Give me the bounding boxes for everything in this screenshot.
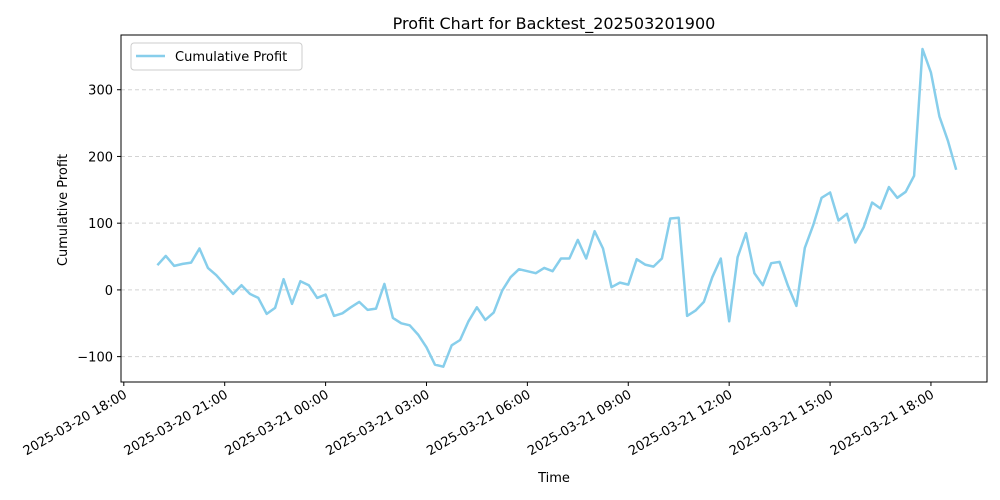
legend-box (130, 42, 303, 71)
x-tick-label: 2025-03-21 03:00 (324, 387, 433, 459)
x-tick-label: 2025-03-20 21:00 (122, 387, 231, 459)
y-tick-label: 200 (88, 150, 113, 165)
y-tick-label: 100 (88, 217, 113, 232)
x-tick-label: 2025-03-20 18:00 (21, 387, 130, 459)
x-tick-label: 2025-03-21 12:00 (626, 387, 735, 459)
x-tick-label: 2025-03-21 06:00 (424, 387, 533, 459)
x-tick-label: 2025-03-21 15:00 (727, 387, 836, 459)
y-axis-label: Cumulative Profit (56, 154, 71, 266)
x-axis-label: Time (537, 471, 570, 486)
plot-frame (120, 34, 988, 383)
y-tick-label: 0 (105, 284, 113, 299)
gridlines (121, 89, 987, 358)
x-tick-label: 2025-03-21 00:00 (223, 387, 332, 459)
chart-title: Profit Chart for Backtest_202503201900 (393, 14, 716, 34)
y-axis: −100 0 100 200 300 (77, 84, 121, 366)
x-tick-label: 2025-03-21 18:00 (828, 387, 937, 459)
y-tick-label: −100 (77, 351, 113, 366)
legend: Cumulative Profit (130, 42, 303, 71)
series-line-cumulative-profit (156, 47, 958, 368)
x-tick-label: 2025-03-21 09:00 (525, 387, 634, 459)
legend-label: Cumulative Profit (175, 50, 287, 65)
y-tick-label: 300 (88, 84, 113, 99)
series-layer (156, 47, 958, 368)
